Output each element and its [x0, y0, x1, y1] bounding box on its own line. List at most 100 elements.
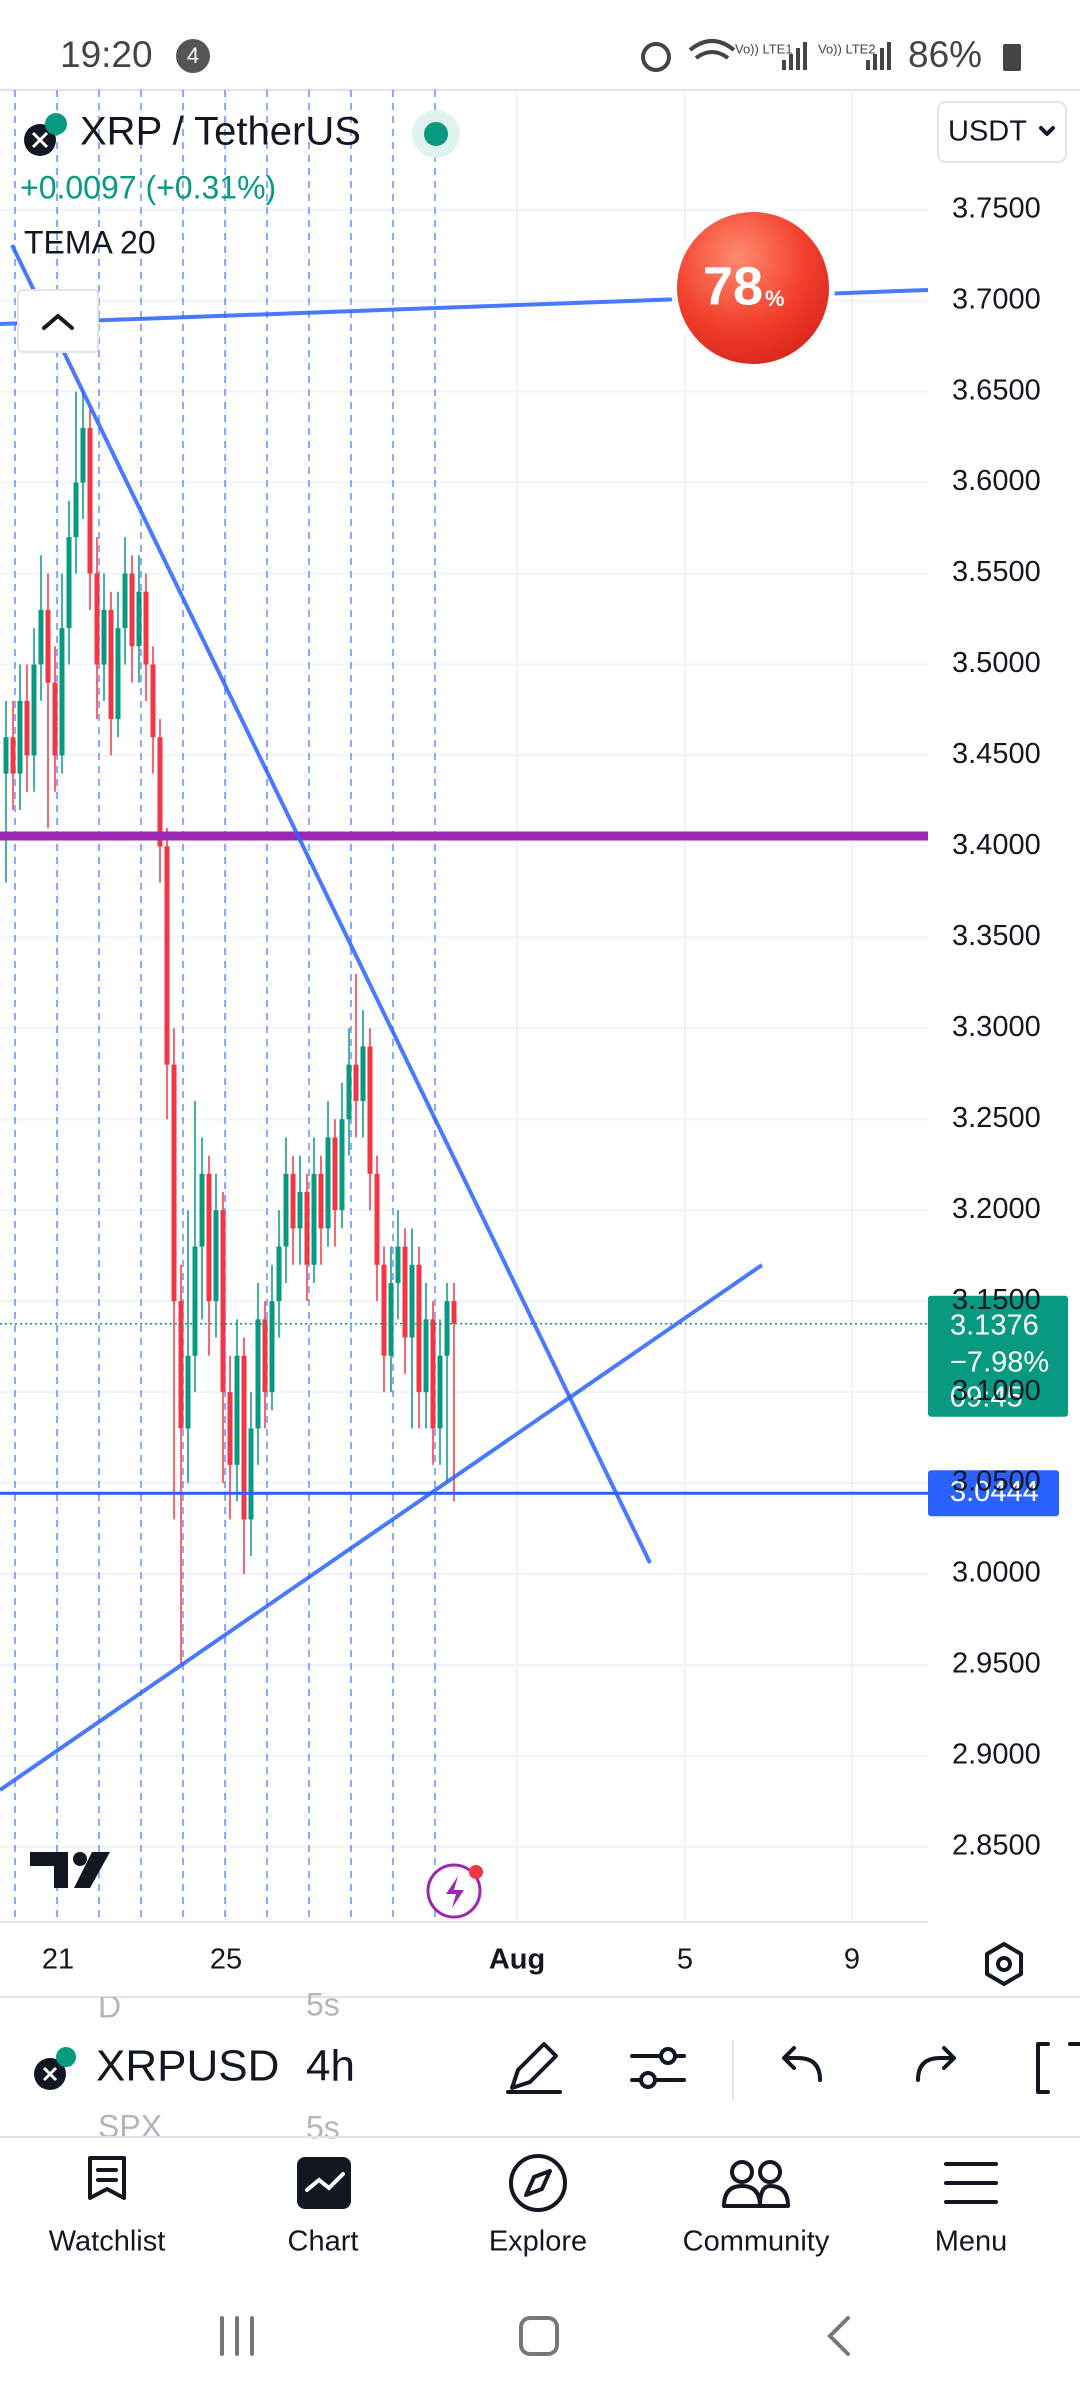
- symbol-logo-mark: [42, 2066, 58, 2082]
- candle-body: [59, 628, 65, 756]
- fullscreen-button[interactable]: [1036, 2042, 1080, 2094]
- trend-line: [0, 1263, 764, 1792]
- candle-body: [416, 1264, 422, 1393]
- candle-body: [353, 1064, 359, 1102]
- candle-body: [241, 1355, 247, 1520]
- interval[interactable]: 4h: [306, 2042, 355, 2091]
- system-nav: [220, 2316, 850, 2356]
- floating-badge[interactable]: [677, 212, 829, 364]
- badge-unit: %: [765, 286, 785, 311]
- alert-dot: [469, 1865, 483, 1879]
- nav-explore[interactable]: Explore: [489, 2154, 587, 2258]
- y-tick-label: 3.3000: [952, 1011, 1041, 1043]
- drawing-button[interactable]: [506, 2042, 562, 2094]
- y-tick-label: 2.9000: [952, 1739, 1041, 1771]
- indicator-label[interactable]: TEMA 20: [24, 224, 156, 260]
- y-tick-label: 3.0500: [952, 1466, 1041, 1498]
- candle-body: [157, 737, 163, 847]
- candle-body: [360, 1046, 366, 1102]
- trend-line: [10, 244, 652, 1564]
- y-tick-label: 2.8500: [952, 1830, 1041, 1862]
- interval-prev: 5s: [306, 1986, 340, 2022]
- time-axis: 21 25 Aug 5 9: [42, 1944, 860, 1976]
- tradingview-logo: [30, 1852, 110, 1888]
- candle-body: [276, 1246, 282, 1302]
- badge-value: 78: [703, 256, 763, 316]
- candle-body: [318, 1173, 324, 1229]
- candle-body: [332, 1137, 338, 1211]
- candle-body: [3, 737, 9, 774]
- collapse-button[interactable]: [17, 289, 99, 353]
- nav-label: Explore: [489, 2226, 587, 2258]
- price-lines: 3.0444 3.1376 −7.98%09:45: [0, 1295, 1068, 1517]
- indicators-button[interactable]: [630, 2047, 686, 2089]
- undo-button[interactable]: [782, 2046, 822, 2082]
- candle-body: [10, 737, 16, 774]
- candle-body: [87, 427, 93, 574]
- interval-next: 5s: [306, 2109, 340, 2145]
- y-tick-label: 3.0000: [952, 1557, 1041, 1589]
- nav-watchlist[interactable]: Watchlist: [49, 2156, 166, 2258]
- y-tick-label: 3.6000: [952, 465, 1041, 497]
- home-button[interactable]: [519, 2316, 559, 2356]
- y-tick-label: 3.7000: [952, 283, 1041, 315]
- candle-body: [31, 664, 37, 756]
- settings-icon: [996, 1956, 1012, 1972]
- candle-body: [374, 1173, 380, 1265]
- candle-body: [325, 1137, 331, 1229]
- candle-body: [150, 664, 156, 738]
- notification-badge: [176, 39, 210, 73]
- symbol-prev: D: [98, 1988, 121, 2024]
- y-tick-label: 3.5500: [952, 556, 1041, 588]
- y-tick-label: 3.7500: [952, 192, 1041, 224]
- symbol-title[interactable]: XRP / TetherUS: [80, 110, 361, 154]
- symbol-logo-badge: [45, 113, 67, 135]
- nav-community[interactable]: Community: [683, 2160, 830, 2258]
- candle-body: [269, 1301, 275, 1393]
- candle-body: [234, 1355, 240, 1465]
- price-change: +0.0097 (+0.31%): [20, 169, 276, 205]
- svg-text:Vo)) LTE1: Vo)) LTE1: [735, 41, 793, 56]
- candle-body: [262, 1319, 268, 1393]
- back-button[interactable]: [827, 2316, 850, 2356]
- symbol-next: SPX: [98, 2108, 162, 2144]
- notification-count: 4: [187, 43, 199, 68]
- candle-body: [402, 1246, 408, 1338]
- candle-body: [199, 1173, 205, 1247]
- candles: [3, 391, 457, 1665]
- candle-body: [80, 427, 86, 483]
- status-time: 19:20: [60, 34, 153, 75]
- y-tick-label: 3.3500: [952, 920, 1041, 952]
- candle-body: [311, 1173, 317, 1265]
- candle-body: [171, 1064, 177, 1302]
- collapse-icon: [42, 314, 74, 330]
- settings-button[interactable]: [985, 1942, 1023, 1986]
- candle-body: [213, 1210, 219, 1302]
- candle-body: [283, 1173, 289, 1247]
- x-tick-label: 25: [210, 1944, 242, 1976]
- status-icons: Vo)) LTE1 Vo)) LTE2: [641, 39, 891, 72]
- candle-body: [38, 609, 44, 665]
- candle-body: [192, 1246, 198, 1356]
- candle-body: [430, 1319, 436, 1429]
- candle-body: [227, 1392, 233, 1465]
- svg-text:Vo)) LTE2: Vo)) LTE2: [818, 41, 876, 56]
- nav-label: Chart: [288, 2226, 359, 2258]
- currency-select[interactable]: [937, 101, 1067, 163]
- recents-button[interactable]: [220, 2316, 254, 2356]
- nav-menu[interactable]: Menu: [935, 2162, 1008, 2258]
- y-tick-label: 3.5000: [952, 647, 1041, 679]
- candle-body: [409, 1264, 415, 1338]
- y-tick-label: 3.4500: [952, 738, 1041, 770]
- currency-label: USDT: [948, 116, 1027, 148]
- candle-body: [178, 1301, 184, 1429]
- nav-chart[interactable]: Chart: [288, 2157, 359, 2258]
- countdown-label: 09:45: [950, 1381, 1023, 1413]
- x-tick-label: 9: [844, 1944, 860, 1976]
- candle-body: [136, 591, 142, 647]
- redo-button[interactable]: [916, 2046, 956, 2082]
- candle-body: [66, 537, 72, 629]
- symbol-picker[interactable]: D XRPUSD SPX: [34, 1988, 279, 2144]
